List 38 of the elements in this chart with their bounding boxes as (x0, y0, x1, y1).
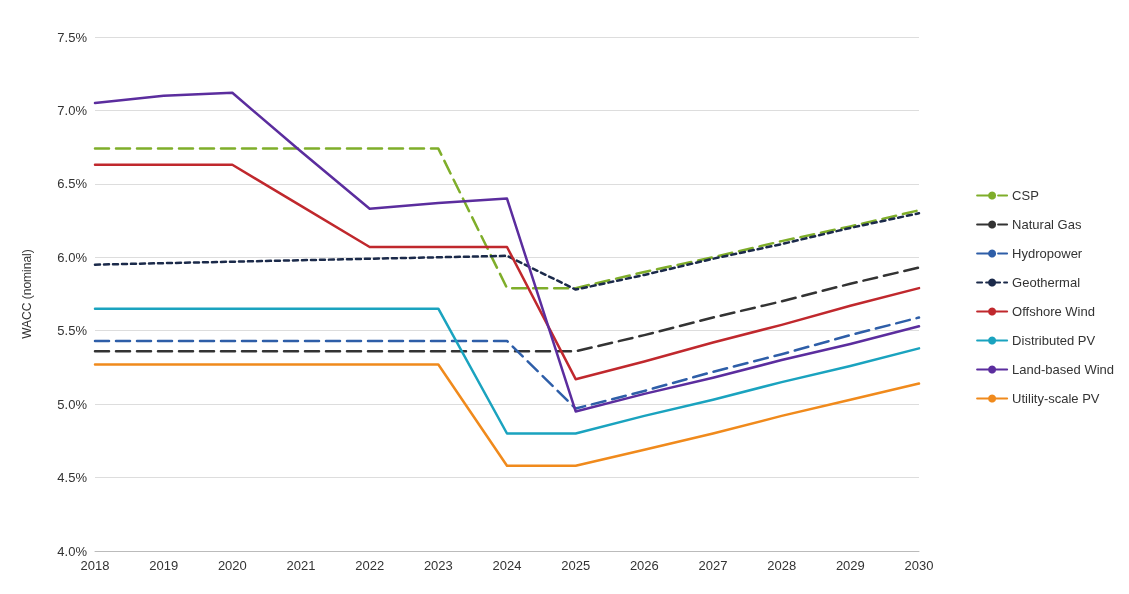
legend-label: Natural Gas (1012, 217, 1082, 232)
x-tick-label: 2024 (492, 558, 522, 573)
y-tick-label: 6.5% (57, 176, 88, 192)
y-tick-label: 5.0% (57, 396, 88, 412)
x-tick-label: 2025 (561, 558, 591, 573)
x-tick-label: 2020 (217, 558, 247, 573)
x-tick-label: 2019 (149, 558, 179, 573)
line-series (93, 147, 921, 290)
x-tick-label: 2018 (80, 558, 110, 573)
x-tick-label: 2026 (629, 558, 659, 573)
x-tick-label: 2023 (423, 558, 453, 573)
x-tick-label: 2029 (835, 558, 865, 573)
y-tick-label: 6.0% (57, 249, 88, 265)
line-series (93, 363, 921, 468)
y-axis-title: WACC (nominal) (20, 249, 34, 339)
line-series (93, 211, 921, 291)
y-tick-label: 7.0% (57, 102, 88, 118)
x-tick-label: 2030 (904, 558, 934, 573)
x-tick-label: 2028 (767, 558, 797, 573)
x-tick-label: 2022 (355, 558, 385, 573)
legend-label: Utility-scale PV (1012, 391, 1100, 406)
legend-label: CSP (1012, 188, 1039, 203)
line-series (93, 307, 921, 435)
legend-label: Hydropower (1012, 246, 1083, 261)
legend-label: Offshore Wind (1012, 304, 1095, 319)
y-tick-label: 7.5% (57, 29, 88, 45)
line-series (93, 163, 921, 381)
legend-label: Geothermal (1012, 275, 1081, 290)
legend-label: Land-based Wind (1012, 362, 1115, 377)
line-series (93, 91, 921, 413)
line-series (93, 266, 921, 353)
legend-label: Distributed PV (1012, 333, 1096, 348)
x-tick-label: 2027 (698, 558, 728, 573)
y-tick-label: 4.0% (57, 543, 88, 559)
y-tick-label: 4.5% (57, 470, 88, 486)
x-tick-label: 2021 (286, 558, 316, 573)
line-series (93, 316, 921, 410)
y-tick-label: 5.5% (57, 323, 88, 339)
